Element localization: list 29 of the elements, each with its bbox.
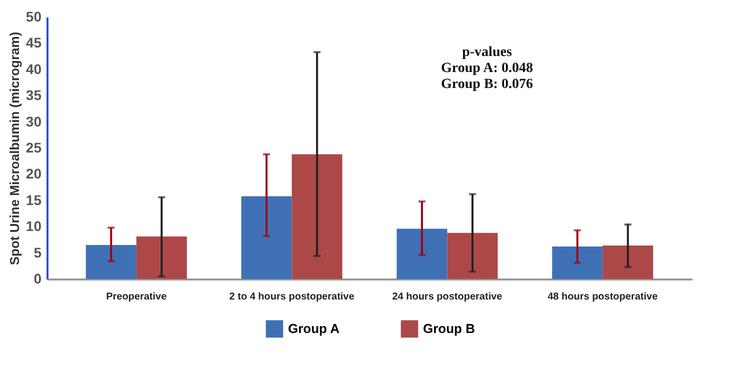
y-axis-title: Spot Urine Microalbumin (microgram) bbox=[6, 32, 22, 266]
x-tick-label: 2 to 4 hours postoperative bbox=[229, 292, 355, 302]
bar bbox=[292, 154, 342, 279]
legend-label: Group A bbox=[288, 320, 340, 336]
y-tick-label: 25 bbox=[26, 140, 42, 156]
bar bbox=[241, 196, 292, 279]
y-tick-label: 50 bbox=[26, 8, 42, 24]
x-tick-label: 48 hours postoperative bbox=[548, 292, 658, 302]
annotation: p-values bbox=[462, 45, 512, 60]
y-tick-label: 10 bbox=[26, 218, 42, 234]
y-tick-label: 20 bbox=[26, 166, 42, 182]
annotation: Group A: 0.048 bbox=[441, 61, 533, 76]
y-tick-label: 5 bbox=[34, 244, 42, 260]
y-tick-label: 45 bbox=[26, 34, 42, 51]
annotation: Group B: 0.076 bbox=[441, 77, 533, 92]
x-tick-label: 24 hours postoperative bbox=[392, 292, 503, 302]
y-tick-label: 15 bbox=[26, 192, 42, 208]
bar bbox=[602, 245, 654, 279]
y-tick-label: 40 bbox=[26, 60, 42, 77]
legend-label: Group B bbox=[423, 320, 475, 336]
bar bbox=[552, 246, 603, 279]
y-tick-label: 35 bbox=[26, 87, 42, 104]
bar bbox=[86, 244, 136, 279]
bar bbox=[447, 232, 498, 279]
y-tick-label: 30 bbox=[26, 113, 42, 130]
y-tick-label: 0 bbox=[34, 270, 42, 286]
bar bbox=[136, 236, 187, 279]
x-tick-label: Preoperative bbox=[106, 292, 168, 302]
bar bbox=[396, 228, 448, 279]
